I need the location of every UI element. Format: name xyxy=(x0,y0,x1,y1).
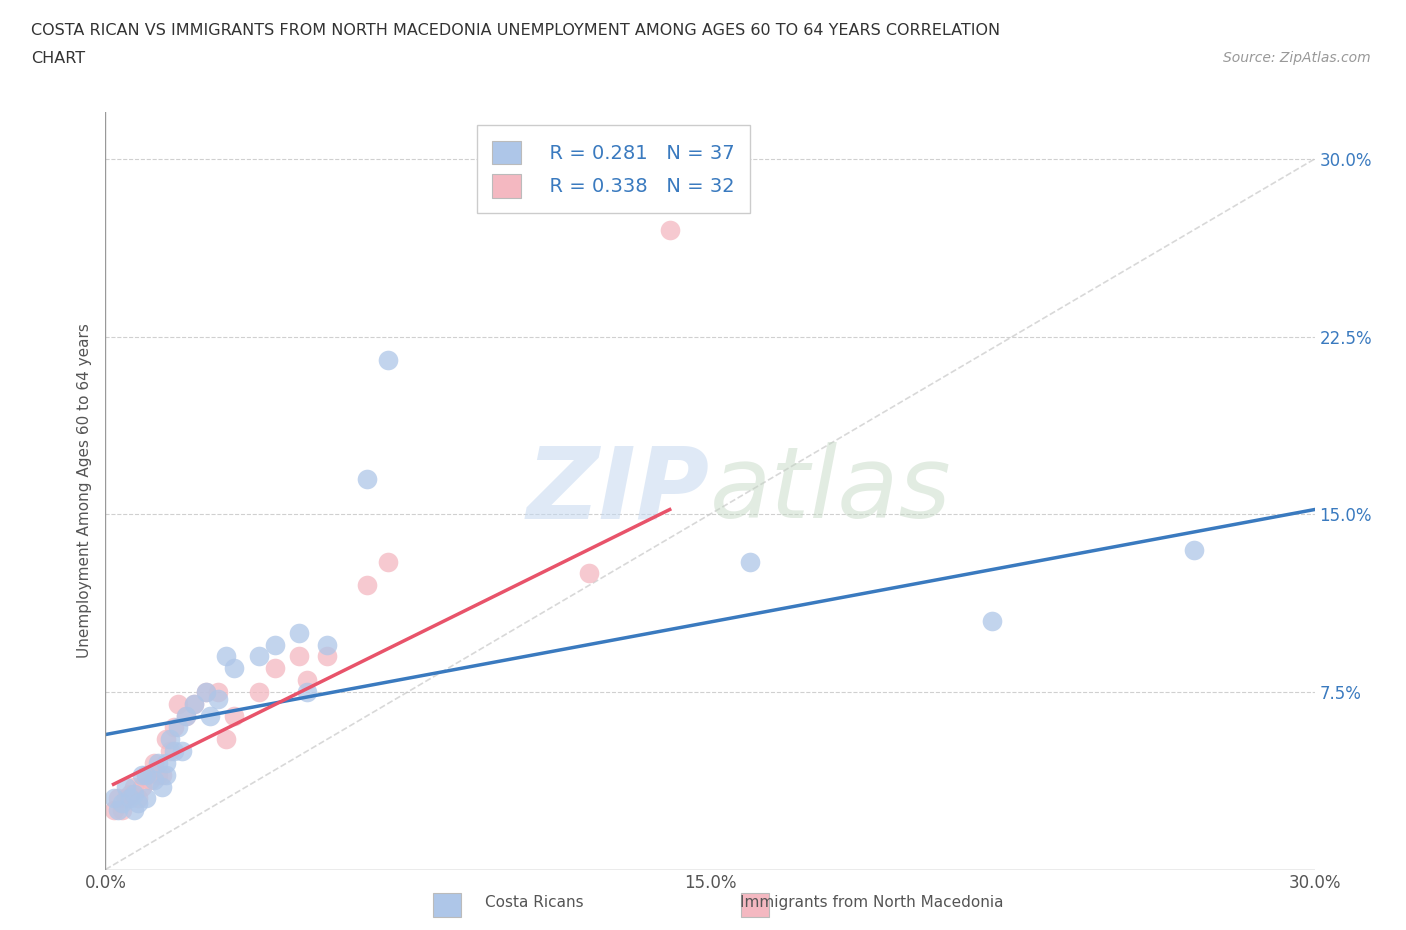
Point xyxy=(163,744,186,759)
Text: Immigrants from North Macedonia: Immigrants from North Macedonia xyxy=(740,895,1004,910)
Point xyxy=(146,755,169,770)
Point xyxy=(263,637,285,652)
Point xyxy=(142,772,165,787)
Point xyxy=(122,803,145,817)
Point xyxy=(224,708,246,723)
Point xyxy=(740,554,762,569)
Point xyxy=(183,697,205,711)
Point xyxy=(159,744,181,759)
Point xyxy=(377,352,399,367)
Point xyxy=(247,649,270,664)
Point xyxy=(356,472,378,486)
Point xyxy=(174,708,197,723)
Point xyxy=(295,684,318,699)
Point xyxy=(107,791,129,806)
Point xyxy=(155,732,177,747)
Point xyxy=(110,803,132,817)
Point xyxy=(263,661,285,676)
Point xyxy=(127,791,149,806)
Point xyxy=(135,791,157,806)
Point xyxy=(288,625,311,640)
Bar xyxy=(741,893,769,917)
Point xyxy=(215,732,238,747)
Point xyxy=(146,767,169,782)
Point xyxy=(295,672,318,687)
Point xyxy=(131,767,153,782)
Legend:   R = 0.281   N = 37,   R = 0.338   N = 32: R = 0.281 N = 37, R = 0.338 N = 32 xyxy=(477,126,749,213)
Point xyxy=(155,767,177,782)
Point xyxy=(107,803,129,817)
Point xyxy=(167,720,190,735)
Point xyxy=(174,708,197,723)
Bar xyxy=(433,893,461,917)
Point xyxy=(578,566,600,581)
Text: CHART: CHART xyxy=(31,51,84,66)
Point xyxy=(127,796,149,811)
Point xyxy=(207,692,229,707)
Point xyxy=(118,786,141,801)
Point xyxy=(135,767,157,782)
Point xyxy=(316,649,339,664)
Point xyxy=(114,779,136,794)
Point xyxy=(122,779,145,794)
Point xyxy=(159,732,181,747)
Point xyxy=(200,708,222,723)
Y-axis label: Unemployment Among Ages 60 to 64 years: Unemployment Among Ages 60 to 64 years xyxy=(76,323,91,658)
Point xyxy=(114,791,136,806)
Point xyxy=(1182,542,1205,557)
Point xyxy=(103,791,125,806)
Point xyxy=(131,779,153,794)
Point xyxy=(150,767,173,782)
Point xyxy=(142,755,165,770)
Point xyxy=(183,697,205,711)
Point xyxy=(155,755,177,770)
Text: Costa Ricans: Costa Ricans xyxy=(485,895,583,910)
Point xyxy=(110,796,132,811)
Point xyxy=(150,779,173,794)
Point xyxy=(163,720,186,735)
Point xyxy=(224,661,246,676)
Text: atlas: atlas xyxy=(710,442,952,539)
Point xyxy=(139,772,162,787)
Point xyxy=(195,684,218,699)
Point xyxy=(170,744,193,759)
Point xyxy=(195,684,218,699)
Point xyxy=(316,637,339,652)
Point xyxy=(215,649,238,664)
Text: ZIP: ZIP xyxy=(527,442,710,539)
Point xyxy=(658,222,681,237)
Text: COSTA RICAN VS IMMIGRANTS FROM NORTH MACEDONIA UNEMPLOYMENT AMONG AGES 60 TO 64 : COSTA RICAN VS IMMIGRANTS FROM NORTH MAC… xyxy=(31,23,1000,38)
Point xyxy=(288,649,311,664)
Point xyxy=(103,803,125,817)
Point xyxy=(118,791,141,806)
Point xyxy=(167,697,190,711)
Point xyxy=(247,684,270,699)
Text: Source: ZipAtlas.com: Source: ZipAtlas.com xyxy=(1223,51,1371,65)
Point xyxy=(122,786,145,801)
Point xyxy=(356,578,378,592)
Point xyxy=(207,684,229,699)
Point xyxy=(981,614,1004,629)
Point xyxy=(135,767,157,782)
Point xyxy=(377,554,399,569)
